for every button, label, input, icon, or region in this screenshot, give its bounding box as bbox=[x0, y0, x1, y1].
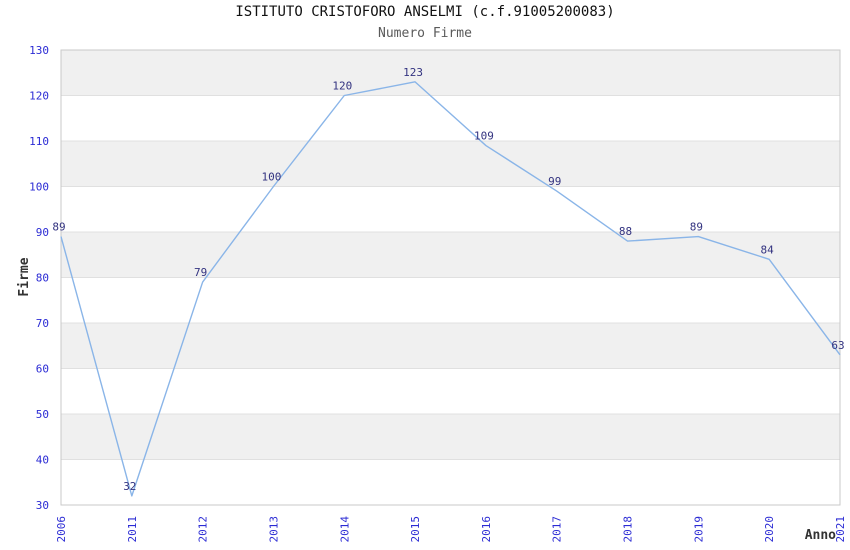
data-point-label: 123 bbox=[403, 66, 423, 79]
x-tick-label: 2017 bbox=[551, 516, 564, 543]
plot-band bbox=[61, 323, 840, 369]
series-line bbox=[60, 81, 841, 497]
y-tick-label: 50 bbox=[36, 408, 49, 421]
data-point-label: 63 bbox=[831, 339, 844, 352]
data-point-label: 99 bbox=[548, 175, 561, 188]
y-axis-title: Firme bbox=[17, 257, 32, 296]
x-axis-title: Anno bbox=[805, 528, 836, 543]
x-tick-label: 2006 bbox=[55, 516, 68, 543]
y-tick-label: 70 bbox=[36, 317, 49, 330]
y-tick-label: 30 bbox=[36, 499, 49, 512]
y-tick-label: 80 bbox=[36, 272, 49, 285]
data-point-label: 84 bbox=[761, 243, 775, 256]
plot-border bbox=[60, 49, 841, 506]
x-tick-label: 2019 bbox=[692, 516, 705, 543]
plot-band bbox=[61, 414, 840, 460]
y-tick-label: 130 bbox=[29, 44, 49, 57]
x-tick-label: 2011 bbox=[126, 516, 139, 543]
data-point-label: 100 bbox=[262, 171, 282, 184]
x-tick-label: 2015 bbox=[409, 516, 422, 543]
y-tick-label: 40 bbox=[36, 454, 49, 467]
plot-band bbox=[61, 50, 840, 96]
x-tick-label: 2014 bbox=[338, 516, 351, 543]
y-tick-label: 60 bbox=[36, 363, 49, 376]
data-point-label: 88 bbox=[619, 225, 632, 238]
x-tick-label: 2020 bbox=[763, 516, 776, 543]
x-tick-label: 2018 bbox=[622, 516, 635, 543]
x-tick-label: 2021 bbox=[834, 516, 847, 543]
plot-band bbox=[61, 141, 840, 187]
data-point-label: 89 bbox=[52, 221, 65, 234]
chart-subtitle: Numero Firme bbox=[378, 26, 472, 41]
data-point-label: 109 bbox=[474, 130, 494, 143]
data-point-label: 32 bbox=[123, 480, 136, 493]
y-tick-label: 110 bbox=[29, 135, 49, 148]
y-tick-label: 90 bbox=[36, 226, 49, 239]
x-tick-label: 2012 bbox=[197, 516, 210, 543]
data-point-label: 89 bbox=[690, 221, 703, 234]
data-point-label: 120 bbox=[332, 80, 352, 93]
x-tick-label: 2016 bbox=[480, 516, 493, 543]
plot-band bbox=[61, 232, 840, 278]
x-tick-label: 2013 bbox=[267, 516, 280, 543]
chart-title: ISTITUTO CRISTOFORO ANSELMI (c.f.9100520… bbox=[235, 4, 615, 20]
y-tick-label: 120 bbox=[29, 90, 49, 103]
y-tick-label: 100 bbox=[29, 181, 49, 194]
data-point-label: 79 bbox=[194, 266, 207, 279]
